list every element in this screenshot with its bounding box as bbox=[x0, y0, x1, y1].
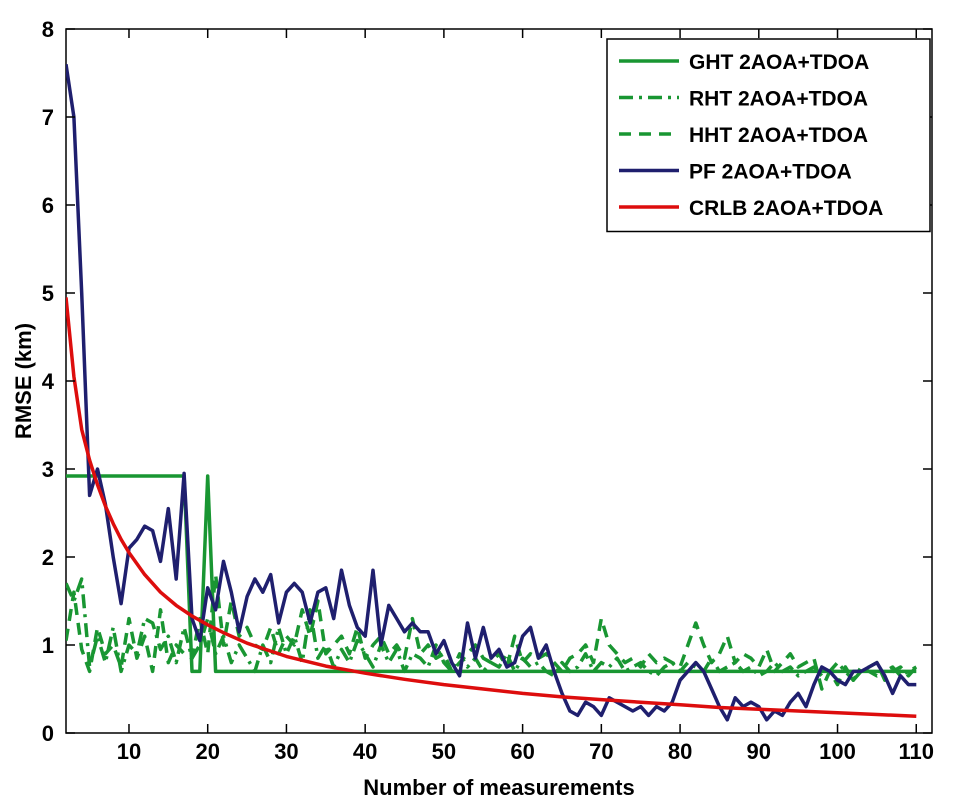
x-tick-label: 30 bbox=[274, 739, 298, 764]
y-tick-label: 8 bbox=[42, 17, 54, 42]
y-tick-label: 2 bbox=[42, 545, 54, 570]
legend-entry-label: RHT 2AOA+TDOA bbox=[689, 88, 868, 111]
y-tick-label: 0 bbox=[42, 721, 54, 746]
legend-entry-label: GHT 2AOA+TDOA bbox=[689, 51, 869, 74]
series-line-4 bbox=[66, 297, 917, 719]
y-tick-label: 3 bbox=[42, 457, 54, 482]
x-tick-label: 110 bbox=[899, 739, 935, 764]
axis-ticks: 10 20 30 40 50 60 70 80 90 100 110 0 1 2 3 4 5 6 7 8 bbox=[42, 17, 934, 764]
legend-entry-label: PF 2AOA+TDOA bbox=[689, 161, 852, 184]
legend-entry-label: HHT 2AOA+TDOA bbox=[689, 124, 868, 147]
y-tick-label: 1 bbox=[42, 633, 54, 658]
x-tick-label: 20 bbox=[195, 739, 219, 764]
x-tick-label: 100 bbox=[819, 739, 856, 764]
y-tick-label: 4 bbox=[42, 369, 55, 394]
y-tick-label: 5 bbox=[42, 281, 54, 306]
legend: GHT 2AOA+TDOA RHT 2AOA+TDOA HHT 2AOA+TDOA P… bbox=[606, 38, 931, 233]
series-line-0 bbox=[66, 474, 917, 674]
y-axis-label: RMSE (km) bbox=[11, 323, 36, 439]
x-tick-label: 10 bbox=[117, 739, 141, 764]
series-line-1 bbox=[66, 577, 918, 682]
y-tick-label: 6 bbox=[42, 193, 54, 218]
x-tick-label: 50 bbox=[432, 739, 456, 764]
x-axis-label: Number of measurements bbox=[363, 775, 634, 800]
series-line-2 bbox=[66, 572, 918, 691]
series-layer bbox=[66, 63, 918, 722]
x-tick-label: 60 bbox=[510, 739, 534, 764]
y-tick-label: 7 bbox=[42, 105, 54, 130]
x-tick-label: 70 bbox=[589, 739, 613, 764]
x-tick-label: 80 bbox=[668, 739, 692, 764]
legend-entry-label: CRLB 2AOA+TDOA bbox=[689, 197, 883, 220]
x-tick-label: 40 bbox=[353, 739, 377, 764]
x-tick-label: 90 bbox=[747, 739, 771, 764]
